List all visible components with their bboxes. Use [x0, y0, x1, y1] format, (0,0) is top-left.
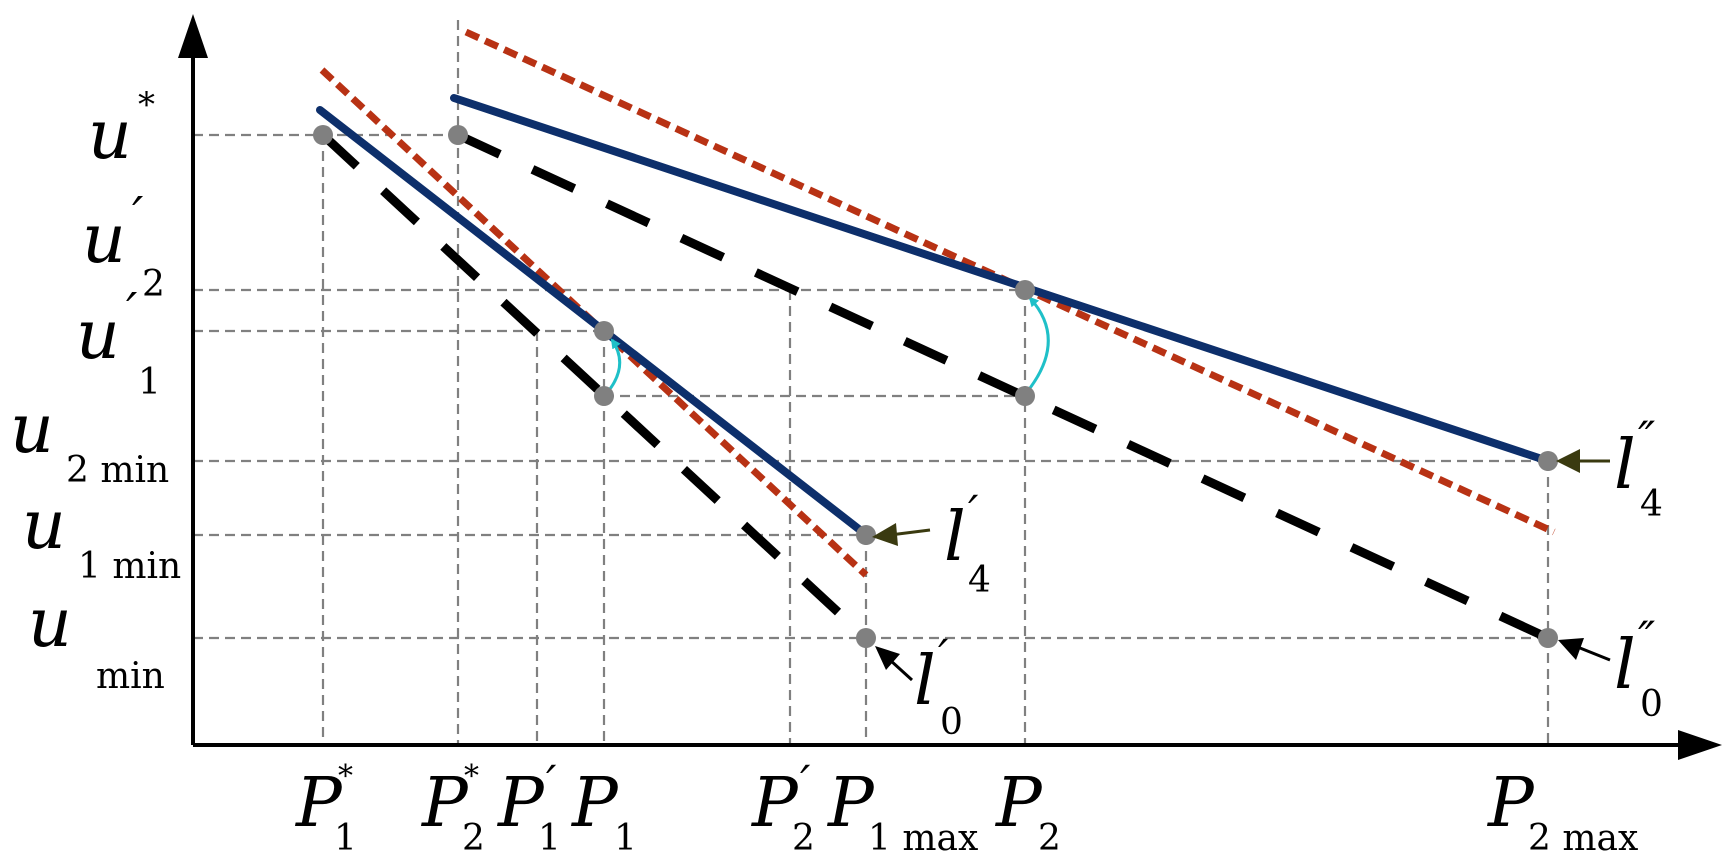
label-l4-dprime-main: l [1614, 426, 1636, 505]
point-p2max-u2min [1538, 451, 1558, 471]
pointer-l0-prime-shaft [888, 658, 914, 682]
label-p2-prime-main: P [750, 764, 799, 843]
label-u2-min-main: u [10, 390, 54, 469]
label-u1-min-sub: 1 min [78, 546, 181, 587]
label-p2-star-sup: * [464, 759, 479, 794]
cyan-arrow-p2 [1025, 296, 1050, 393]
y-axis-labels: u * u ′ 2 u ′ 1 u 2 min u 1 min u min [10, 85, 181, 697]
label-p1-max-sub: 1 max [868, 818, 978, 859]
pointer-l4-dprime-head [1556, 449, 1580, 473]
intersection-points [313, 125, 1558, 648]
label-u1-min: u 1 min [22, 486, 181, 587]
point-p1max-umin [856, 628, 876, 648]
red-dotted-line-1 [319, 67, 869, 578]
label-p1-star-sup: * [338, 759, 353, 794]
label-l4-dprime: l ″ 4 [1614, 411, 1663, 525]
label-p2-prime-sup: ′ [800, 755, 811, 809]
label-l4-prime-sub: 4 [968, 560, 991, 601]
x-axis-labels: P * 1 P * 2 P ′ 1 P 1 P ′ 2 P 1 max P [294, 755, 1638, 859]
label-u1-prime-sub: 1 [138, 362, 161, 403]
label-l0-dprime: l ″ 0 [1614, 611, 1663, 725]
label-l0-prime-sub: 0 [940, 702, 963, 743]
label-p1-prime: P ′ 1 [496, 755, 561, 859]
line-l0-prime [319, 131, 870, 642]
x-axis-arrowhead [1678, 730, 1722, 760]
label-p1-star-main: P [294, 764, 343, 843]
label-u2-min: u 2 min [10, 390, 169, 491]
label-u-min-sub: min [96, 656, 165, 697]
label-l0-dprime-sup: ″ [1638, 611, 1655, 665]
label-p2-main: P [994, 764, 1043, 843]
pointer-l0-dprime-head [1558, 638, 1584, 660]
label-u1-min-main: u [22, 486, 66, 565]
label-p2-star: P * 2 [420, 759, 485, 859]
label-p2-sub: 2 [1038, 818, 1061, 859]
label-u1-prime-main: u [76, 296, 120, 375]
pointer-l0-dprime-shaft [1579, 646, 1611, 662]
label-l0-dprime-sub: 0 [1640, 684, 1663, 725]
point-p1-u1-prime [594, 321, 614, 341]
label-u-star-main: u [88, 96, 132, 175]
label-u-min-main: u [28, 584, 72, 663]
label-u-min: u min [28, 584, 165, 697]
label-p2-prime: P ′ 2 [750, 755, 815, 859]
cyan-arrow-p1 [604, 338, 622, 395]
label-p1-max: P 1 max [826, 764, 978, 859]
label-p2-max-main: P [1486, 764, 1535, 843]
pointer-l0-prime-head [875, 646, 900, 670]
point-p1-star-u-star [313, 125, 333, 145]
label-u2-prime: u ′ 2 [82, 186, 165, 305]
point-p2-lower [1015, 386, 1035, 406]
label-p1-prime-sup: ′ [546, 755, 557, 809]
label-l4-prime-sup: ′ [968, 485, 979, 539]
label-u2-prime-sup: ′ [132, 186, 144, 244]
label-l4-prime: l ′ 4 [944, 485, 991, 601]
y-axis-arrowhead [178, 14, 208, 58]
axes [178, 14, 1722, 760]
label-p2-star-sub: 2 [462, 818, 485, 859]
label-p2-star-main: P [420, 764, 469, 843]
label-p2-prime-sub: 2 [792, 818, 815, 859]
label-u-star-sup: * [138, 85, 155, 125]
point-p2-u2-prime [1015, 280, 1035, 300]
label-l0-prime: l ′ 0 [914, 629, 963, 743]
label-p1-main: P [570, 764, 619, 843]
line-l0-dprime [456, 130, 1550, 643]
point-p1-lower [594, 386, 614, 406]
line-labels: l ′ 4 l ′ 0 l ″ 4 l ″ 0 [914, 411, 1663, 743]
point-p2-star-u-star [448, 125, 468, 145]
label-l4-dprime-sup: ″ [1638, 411, 1655, 465]
label-u2-prime-main: u [82, 200, 126, 279]
label-p1-star-sub: 1 [334, 818, 357, 859]
label-l4-prime-main: l [944, 498, 966, 577]
pointer-l4-prime-head [872, 523, 898, 546]
label-p2-max-sub: 2 max [1528, 818, 1638, 859]
label-p1-sub: 1 [614, 818, 637, 859]
label-l4-dprime-sub: 4 [1640, 484, 1663, 525]
label-p1-prime-sub: 1 [538, 818, 561, 859]
label-u1-prime: u ′ 1 [76, 282, 161, 403]
black-dashed-lines [319, 130, 1550, 643]
label-u1-prime-sup: ′ [126, 282, 138, 340]
label-l0-dprime-main: l [1614, 626, 1636, 705]
label-p1-max-main: P [826, 764, 875, 843]
label-p2: P 2 [994, 764, 1061, 859]
label-u2-prime-sub: 2 [142, 264, 165, 305]
label-l0-prime-main: l [914, 642, 936, 721]
label-u-star: u * [88, 85, 155, 175]
label-l0-prime-sup: ′ [938, 629, 949, 683]
line-l4-dprime [450, 94, 1552, 465]
label-u2-min-sub: 2 min [66, 450, 169, 491]
point-p1max-u1min [856, 525, 876, 545]
label-p1: P 1 [570, 764, 637, 859]
label-p2-max: P 2 max [1486, 764, 1638, 859]
label-pointer-arrows [872, 449, 1611, 682]
label-p1-star: P * 1 [294, 759, 357, 859]
label-p1-prime-main: P [496, 764, 545, 843]
line-l4-prime [316, 106, 864, 534]
point-p2max-umin [1538, 628, 1558, 648]
blue-solid-lines [316, 94, 1552, 534]
